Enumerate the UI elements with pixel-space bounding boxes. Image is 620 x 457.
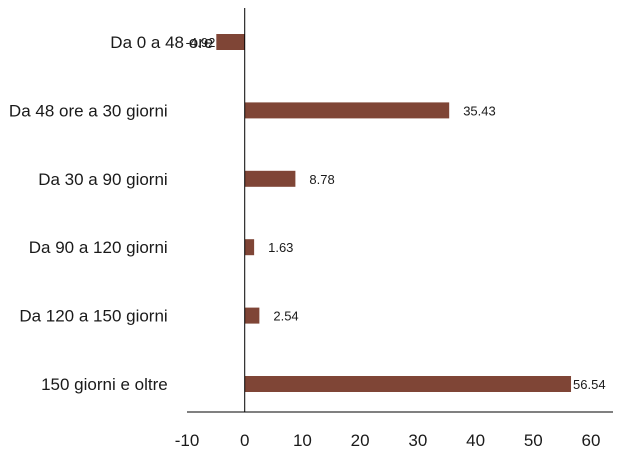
value-label-1: -4.92 [186,35,216,50]
value-label-4: 1.63 [268,240,293,255]
category-label-3: Da 30 a 90 giorni [38,170,167,189]
x-tick-label-2: 0 [240,431,249,450]
x-tick-label-7: 50 [524,431,543,450]
x-tick-label-1: -10 [175,431,200,450]
axes-layer [187,8,613,413]
bar-5 [244,307,260,324]
bar-2 [244,102,450,119]
x-tick-label-5: 30 [408,431,427,450]
value-label-3: 8.78 [309,172,334,187]
value-labels: -4.92 35.43 8.78 1.63 2.54 56.54 [186,35,606,392]
bars-layer [216,34,572,392]
x-tick-label-3: 10 [293,431,312,450]
category-label-1: Da 0 a 48 ore [110,33,213,52]
category-label-6: 150 giorni e oltre [41,375,168,394]
bar-3 [244,170,296,187]
bar-6 [244,376,572,392]
x-tick-labels: -10 0 10 20 30 40 50 60 [175,431,601,450]
category-label-2: Da 48 ore a 30 giorni [9,101,168,120]
value-label-2: 35.43 [463,103,496,118]
value-label-6: 56.54 [573,377,606,392]
category-label-4: Da 90 a 120 giorni [29,238,168,257]
bar-4 [244,239,255,256]
x-tick-label-6: 40 [466,431,485,450]
x-tick-label-8: 60 [582,431,601,450]
value-label-5: 2.54 [273,309,298,324]
bar-1 [216,34,245,50]
x-tick-label-4: 20 [351,431,370,450]
category-label-5: Da 120 a 150 giorni [19,307,167,326]
category-labels: Da 0 a 48 ore Da 48 ore a 30 giorni Da 30 … [9,33,213,394]
